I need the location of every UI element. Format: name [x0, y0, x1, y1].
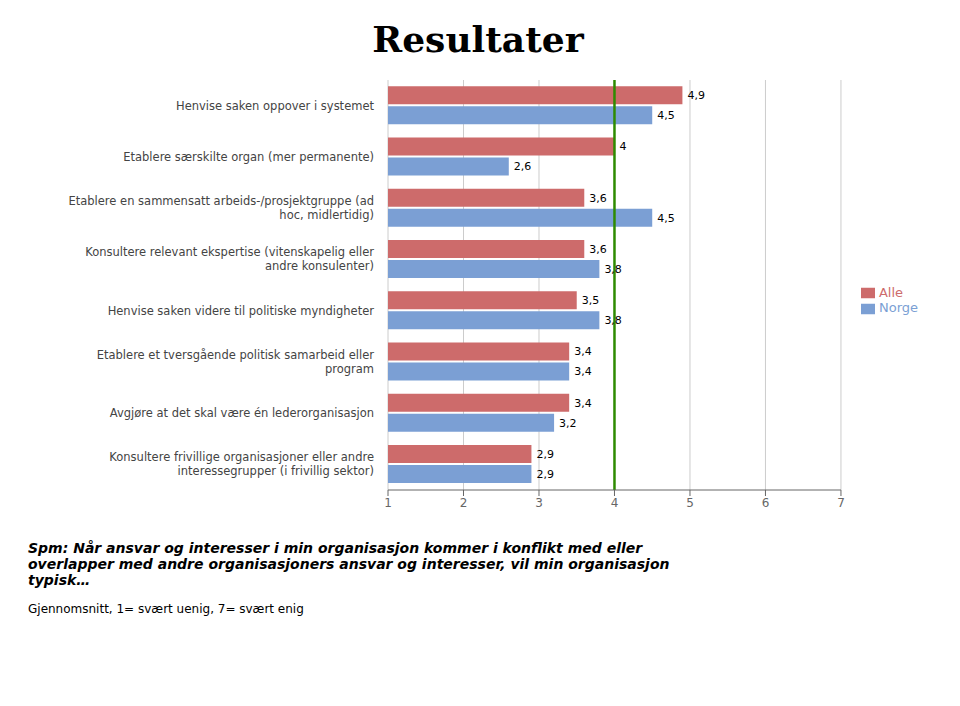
svg-text:3,8: 3,8	[604, 263, 622, 276]
svg-text:3,2: 3,2	[559, 417, 577, 430]
svg-text:Etablere særskilte organ (mer: Etablere særskilte organ (mer permanente…	[123, 150, 374, 164]
svg-text:Henvise saken videre til polit: Henvise saken videre til politiske myndi…	[108, 304, 375, 318]
svg-text:3,4: 3,4	[574, 397, 592, 410]
svg-text:3: 3	[535, 496, 543, 510]
svg-text:3,4: 3,4	[574, 365, 592, 378]
svg-text:4,9: 4,9	[687, 89, 705, 102]
svg-text:2,9: 2,9	[536, 468, 554, 481]
svg-text:3,4: 3,4	[574, 345, 592, 358]
svg-text:2,9: 2,9	[536, 448, 554, 461]
svg-text:4,5: 4,5	[657, 109, 675, 122]
svg-text:Henvise saken oppover i system: Henvise saken oppover i systemet	[176, 99, 374, 113]
html-text:Alle: Alle	[879, 284, 904, 300]
html-text:Spm: Når ansvar og interesser: Spm: Når ansvar og interesser i min orga…	[28, 540, 670, 588]
svg-text:Avgjøre at det skal være én le: Avgjøre at det skal være én lederorganis…	[110, 406, 374, 420]
svg-text:2,6: 2,6	[514, 160, 532, 173]
svg-text:Konsultere relevant ekspertise: Konsultere relevant ekspertise (vitenska…	[85, 245, 374, 273]
svg-text:6: 6	[762, 496, 770, 510]
html-text:Norge: Norge	[879, 300, 918, 315]
svg-text:7: 7	[837, 496, 845, 510]
svg-text:Konsultere frivillige organisa: Konsultere frivillige organisasjoner ell…	[109, 450, 374, 478]
svg-text:5: 5	[686, 496, 694, 510]
svg-text:4: 4	[619, 140, 626, 153]
html-text:Resultater: Resultater	[372, 18, 584, 60]
html-text:Gjennomsnitt, 1= svært uenig,: Gjennomsnitt, 1= svært uenig, 7= svært e…	[28, 602, 304, 616]
svg-text:2: 2	[460, 496, 468, 510]
svg-text:1: 1	[384, 496, 392, 510]
svg-text:4: 4	[611, 496, 619, 510]
svg-text:3,6: 3,6	[589, 243, 607, 256]
svg-text:3,8: 3,8	[604, 314, 622, 327]
svg-text:3,5: 3,5	[582, 294, 600, 307]
svg-text:Etablere et tversgående politi: Etablere et tversgående politisk samarbe…	[97, 348, 375, 376]
svg-text:4,5: 4,5	[657, 212, 675, 225]
svg-text:Etablere en sammensatt arbeids: Etablere en sammensatt arbeids-/prosjekt…	[68, 194, 374, 222]
svg-text:3,6: 3,6	[589, 192, 607, 205]
